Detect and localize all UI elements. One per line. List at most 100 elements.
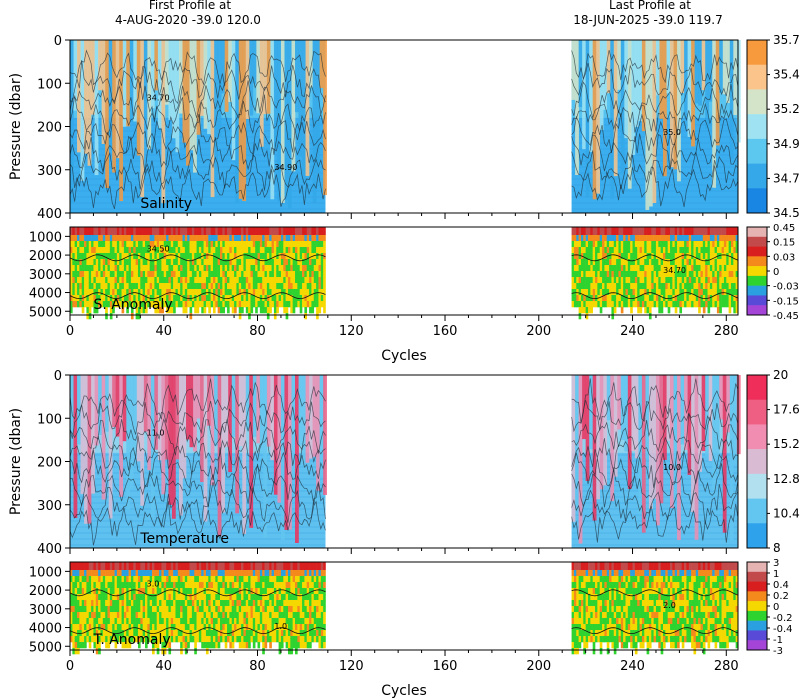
colorbar-tick-label: -0.2 [773,613,793,624]
x-tick-label: 80 [249,659,266,674]
y-tick-label: 1000 [29,565,62,580]
colorbar-swatch [747,89,767,115]
contour-label: 2.0 [663,601,676,610]
colorbar-swatch [747,295,767,306]
colorbar-tick-label: 15.2 [773,437,800,451]
data-field-segment [69,375,327,548]
y-tick-label: 100 [37,77,62,92]
colorbar-tick-label: 3 [773,558,779,569]
colorbar-tick-label: 34.74 [773,171,800,185]
colorbar-swatch [747,138,767,164]
panel-label: T. Anomaly [92,632,170,648]
colorbar-swatch [747,375,767,401]
colorbar-swatch [747,275,767,286]
y-tick-label: 300 [37,499,62,514]
last-profile-value: 18-JUN-2025 -39.0 119.7 [573,13,722,27]
x-tick-label: 0 [66,659,74,674]
colorbar-swatch [747,266,767,277]
y-tick-label: 2000 [29,249,62,264]
colorbar-tick-label: 0.45 [773,223,795,234]
x-tick-label: 120 [339,324,364,339]
y-tick-label: 1000 [29,230,62,245]
colorbar-swatch [747,246,767,257]
x-tick-label: 120 [339,659,364,674]
x-tick-label: 280 [714,324,739,339]
colorbar-swatch [747,498,767,524]
colorbar-tick-label: -3 [773,646,783,657]
x-tick-label: 80 [249,324,266,339]
contour-label: 34.70 [147,94,170,103]
contour-label: 10.0 [663,463,681,472]
colorbar-tick-label: -0.45 [773,311,799,322]
colorbar-swatch [747,424,767,450]
colorbar: 310.40.20-0.2-0.4-1-3 [746,558,793,657]
colorbar-tick-label: 34.5 [773,206,800,220]
colorbar-tick-label: 17.6 [773,403,800,417]
colorbar-tick-label: 0.2 [773,591,789,602]
y-tick-label: 5000 [29,305,62,320]
first-profile-value: 4-AUG-2020 -39.0 120.0 [115,13,261,27]
x-tick-label: 0 [66,324,74,339]
colorbar-swatch [747,114,767,140]
colorbar-swatch [747,581,767,592]
colorbar-tick-label: 0.03 [773,252,795,263]
y-tick-label: 4000 [29,622,62,637]
colorbar-swatch [747,227,767,238]
colorbar-swatch [747,571,767,582]
y-tick-label: 0 [54,34,62,49]
colorbar-swatch [747,256,767,267]
colorbar-tick-label: 34.98 [773,137,800,151]
contour-label: 34.70 [663,266,686,275]
colorbar-swatch [747,305,767,316]
colorbar-swatch [747,399,767,425]
colorbar: 20 17.6 15.2 12.8 10.4 8 [746,368,800,555]
colorbar-swatch [747,610,767,621]
y-tick-label: 100 [37,412,62,427]
colorbar-swatch [747,562,767,573]
y-tick-label: 3000 [29,603,62,618]
colorbar-tick-label: 20 [773,368,788,382]
data-field-segment [571,40,741,213]
contour-label: 3.0 [147,580,160,589]
colorbar-tick-label: 35.46 [773,68,800,82]
y-tick-label: 5000 [29,640,62,655]
colorbar-swatch [747,640,767,651]
colorbar-swatch [747,163,767,189]
first-profile-label: First Profile at [149,0,232,12]
x-tick-label: 200 [526,324,551,339]
last-profile-label: Last Profile at [609,0,691,12]
y-tick-label: 200 [37,121,62,136]
colorbar-swatch [747,591,767,602]
x-axis-label: Cycles [381,348,427,364]
colorbar-swatch [747,188,767,214]
y-tick-label: 300 [37,164,62,179]
colorbar-tick-label: 0.15 [773,238,795,249]
y-tick-label: 3000 [29,268,62,283]
contour-label: 34.50 [147,245,170,254]
x-axis-label: Cycles [381,683,427,699]
colorbar-swatch [747,630,767,641]
x-tick-label: 40 [155,324,172,339]
colorbar-tick-label: 12.8 [773,472,800,486]
y-tick-label: 2000 [29,584,62,599]
x-tick-label: 160 [433,324,458,339]
data-field-segment [69,40,327,213]
y-tick-label: 4000 [29,287,62,302]
x-tick-label: 240 [620,324,645,339]
colorbar-swatch [747,40,767,66]
panel-label: Salinity [140,196,192,212]
colorbar-swatch [747,473,767,499]
colorbar-swatch [747,236,767,247]
colorbar-tick-label: 0 [773,267,779,278]
panel-label: Temperature [139,531,229,547]
contour-label: 11.0 [147,429,165,438]
colorbar-swatch [747,285,767,296]
colorbar-tick-label: 0 [773,602,779,613]
panel-label: S. Anomaly [93,297,172,313]
contour-label: 34.90 [274,163,297,172]
y-tick-label: 400 [37,542,62,557]
y-axis-label: Pressure (dbar) [8,408,24,515]
colorbar-tick-label: 0.4 [773,580,789,591]
y-tick-label: 200 [37,456,62,471]
